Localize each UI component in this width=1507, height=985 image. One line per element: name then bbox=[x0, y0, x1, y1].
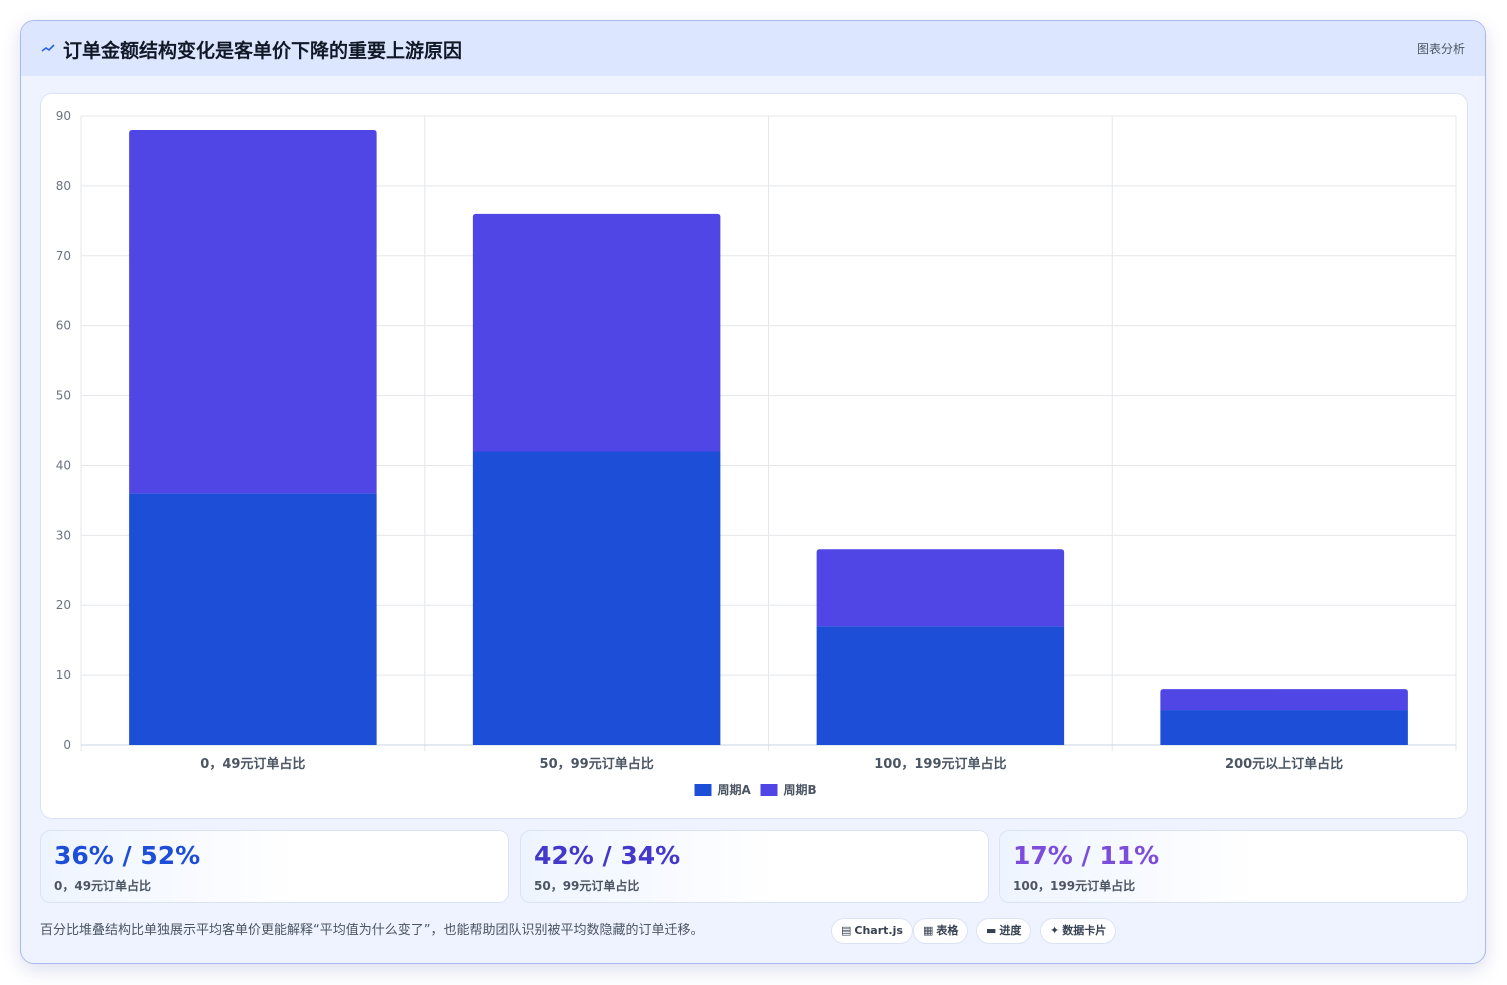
y-tick-label: 10 bbox=[56, 668, 71, 682]
y-tick-label: 20 bbox=[56, 598, 71, 612]
chart-panel: 0 10 20 30 40 50 60 70 80 90 0，49元订单占比 50，99元订单占比 10… bbox=[40, 93, 1468, 819]
stat-value: 17% / 11% bbox=[1013, 841, 1160, 870]
y-tick-label: 60 bbox=[56, 319, 71, 333]
x-tick-label: 0，49元订单占比 bbox=[200, 756, 305, 772]
chip-progress[interactable]: ▬ 进度 bbox=[976, 918, 1032, 944]
y-tick-label: 40 bbox=[56, 458, 71, 472]
card-header: 订单金额结构变化是客单价下降的重要上游原因 图表分析 bbox=[21, 21, 1485, 76]
bar-segment bbox=[1160, 710, 1408, 745]
stat-label: 100，199元订单占比 bbox=[1013, 879, 1136, 893]
y-tick-label: 30 bbox=[56, 528, 71, 542]
x-tick-label: 200元以上订单占比 bbox=[1225, 756, 1343, 772]
progress-icon: ▬ bbox=[986, 924, 997, 937]
card-type-tag: 图表分析 bbox=[1416, 42, 1465, 56]
stat-cards: 36% / 52% 0，49元订单占比 42% / 34% 50，99元订单占比… bbox=[40, 830, 1468, 903]
stat-value: 42% / 34% bbox=[534, 841, 681, 870]
bar-segment bbox=[129, 493, 377, 745]
bar-segment bbox=[816, 549, 1065, 627]
card-title: 订单金额结构变化是客单价下降的重要上游原因 bbox=[63, 40, 463, 62]
chip-chartjs[interactable]: ▤ Chart.js bbox=[831, 918, 913, 944]
bar-segment bbox=[472, 451, 721, 745]
legend-label: 周期B bbox=[784, 782, 817, 797]
stat-card-3: 17% / 11% 100，199元订单占比 bbox=[999, 830, 1468, 903]
chip-data-card[interactable]: ✦ 数据卡片 bbox=[1040, 918, 1117, 944]
stacked-bar-chart: 0 10 20 30 40 50 60 70 80 90 0，49元订单占比 50，99元订单占比 10… bbox=[56, 109, 1457, 797]
sparkle-icon: ✦ bbox=[1050, 924, 1060, 937]
footer-note: 百分比堆叠结构比单独展示平均客单价更能解释“平均值为什么变了”，也能帮助团队识别… bbox=[40, 923, 704, 938]
y-tick-label: 80 bbox=[56, 179, 71, 193]
stat-card-1: 36% / 52% 0，49元订单占比 bbox=[40, 830, 509, 903]
x-tick-label: 50，99元订单占比 bbox=[540, 756, 654, 772]
legend-swatch bbox=[694, 784, 712, 796]
stat-value: 36% / 52% bbox=[54, 841, 201, 870]
table-icon: ▦ bbox=[923, 924, 934, 937]
legend-label: 周期A bbox=[718, 782, 752, 797]
stat-label: 0，49元订单占比 bbox=[54, 879, 152, 893]
bar-segment bbox=[1160, 689, 1408, 711]
trend-line-icon bbox=[41, 44, 55, 52]
chart-icon: ▤ bbox=[841, 924, 852, 937]
stat-label: 50，99元订单占比 bbox=[534, 879, 640, 893]
y-tick-label: 0 bbox=[63, 738, 71, 752]
x-tick-label: 100，199元订单占比 bbox=[874, 756, 1006, 772]
stat-card-2: 42% / 34% 50，99元订单占比 bbox=[520, 830, 989, 903]
y-tick-label: 50 bbox=[56, 389, 71, 403]
bar-segment bbox=[816, 626, 1065, 745]
y-tick-label: 90 bbox=[56, 109, 71, 123]
bar-segment bbox=[129, 129, 377, 494]
legend-swatch bbox=[760, 784, 778, 796]
chart-card: 订单金额结构变化是客单价下降的重要上游原因 图表分析 0 10 20 30 40 50 60… bbox=[20, 20, 1486, 964]
y-tick-label: 70 bbox=[56, 249, 71, 263]
chip-table[interactable]: ▦ 表格 bbox=[913, 918, 969, 944]
bar-segment bbox=[472, 213, 721, 452]
